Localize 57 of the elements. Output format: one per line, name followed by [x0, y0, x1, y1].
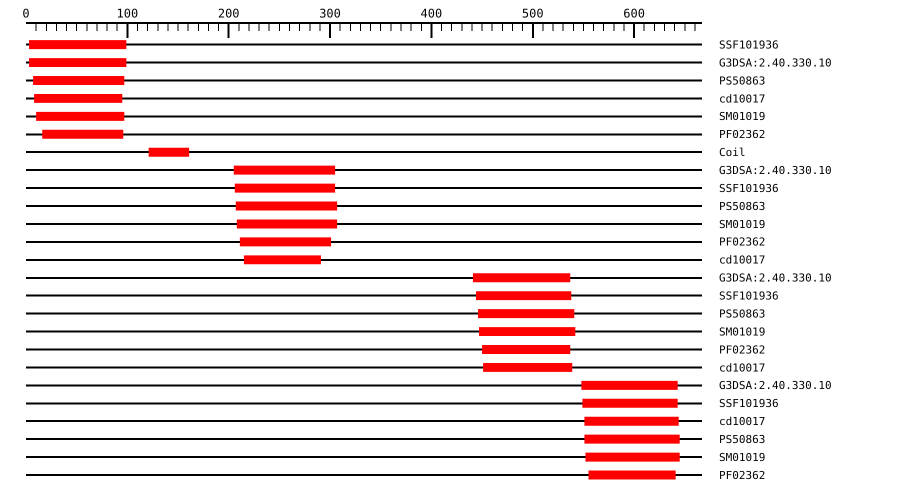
bar — [472, 273, 570, 282]
y-tick-label: cd10017 — [719, 92, 766, 106]
bar — [240, 237, 332, 246]
y-tick-label: PF02362 — [719, 236, 766, 249]
bar — [479, 327, 576, 336]
bar — [584, 434, 680, 444]
y-tick-label: SSF101936 — [719, 182, 779, 195]
y-tick-label: SM01019 — [719, 110, 766, 124]
y-tick-label: G3DSA:2.40.330.10 — [719, 56, 832, 70]
bar — [476, 291, 572, 300]
bar — [244, 255, 321, 264]
bar — [588, 470, 676, 480]
bar — [33, 76, 124, 85]
y-tick-label: PF02362 — [719, 343, 766, 356]
y-tick-label: PF02362 — [719, 468, 766, 482]
bar — [483, 362, 572, 372]
y-tick-label: G3DSA:2.40.330.10 — [719, 379, 832, 392]
y-tick-label: PF02362 — [719, 128, 766, 142]
y-tick-label: cd10017 — [719, 415, 766, 428]
x-tick-label: 400 — [420, 6, 442, 20]
y-tick-label: Coil — [719, 146, 746, 160]
bar — [584, 416, 679, 426]
bar — [29, 58, 126, 68]
x-tick-label: 200 — [218, 6, 240, 20]
y-tick-label: G3DSA:2.40.330.10 — [719, 272, 832, 285]
y-tick-label: SSF101936 — [719, 290, 779, 303]
y-tick-label: SM01019 — [719, 450, 766, 464]
bar — [29, 40, 126, 50]
x-tick-label: 500 — [522, 6, 544, 20]
y-tick-label: PS50863 — [719, 74, 766, 88]
bar — [236, 202, 338, 211]
bar — [234, 184, 336, 193]
y-tick-label: PS50863 — [719, 200, 766, 213]
y-tick-label: SSF101936 — [719, 397, 779, 410]
bar — [478, 309, 574, 318]
y-tick-label: SSF101936 — [719, 38, 779, 52]
bar — [42, 130, 124, 139]
y-tick-label: PS50863 — [719, 307, 766, 320]
x-tick-label: 0 — [22, 6, 30, 20]
y-tick-label: cd10017 — [719, 254, 766, 267]
bar — [482, 345, 570, 354]
bar — [585, 452, 680, 462]
y-tick-label: PS50863 — [719, 433, 766, 446]
bar — [148, 148, 190, 157]
x-tick-label: 300 — [319, 6, 341, 20]
x-tick-label: 100 — [116, 6, 138, 20]
y-tick-label: G3DSA:2.40.330.10 — [719, 164, 832, 178]
bar — [234, 166, 336, 175]
bar — [34, 94, 122, 103]
bar — [582, 398, 678, 408]
bar — [36, 112, 124, 121]
y-tick-label: SM01019 — [719, 218, 766, 231]
y-tick-label: cd10017 — [719, 361, 766, 374]
y-tick-label: SM01019 — [719, 325, 766, 338]
x-tick-label: 600 — [623, 6, 645, 20]
bar — [236, 219, 338, 228]
bar — [581, 380, 678, 390]
